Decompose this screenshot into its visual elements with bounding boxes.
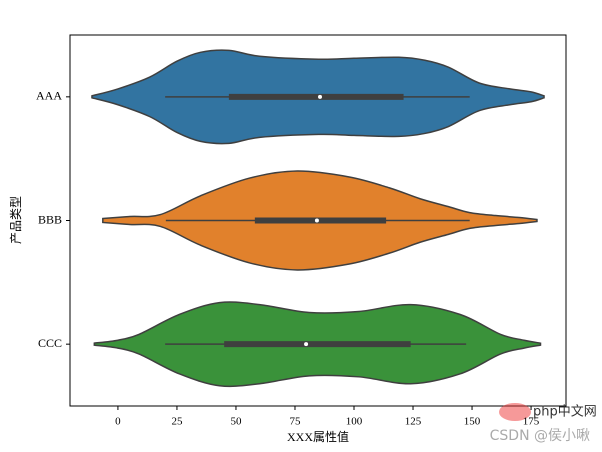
x-tick-label: 25 <box>171 416 183 428</box>
x-tick-label: 50 <box>230 416 242 428</box>
y-tick-label: AAA <box>36 89 62 103</box>
watermark-logo <box>499 403 531 421</box>
median <box>304 342 309 347</box>
y-tick-label: CCC <box>38 336 62 350</box>
y-axis-label: 产品类型 <box>9 196 23 244</box>
median <box>314 218 319 223</box>
median <box>318 94 323 99</box>
x-tick-label: 75 <box>289 416 301 428</box>
x-tick-label: 125 <box>405 416 422 428</box>
x-tick-label: 175 <box>523 416 540 428</box>
x-tick-label: 0 <box>115 416 121 428</box>
x-tick-label: 150 <box>464 416 481 428</box>
y-tick-label: BBB <box>38 212 62 226</box>
watermark-site: php中文网 <box>533 405 597 420</box>
watermark-author: CSDN @侯小啾 <box>490 428 590 444</box>
x-tick-label: 100 <box>346 416 363 428</box>
x-axis-label: XXX属性值 <box>287 429 349 444</box>
